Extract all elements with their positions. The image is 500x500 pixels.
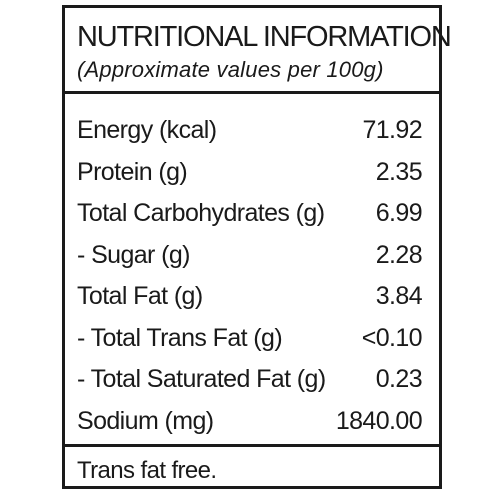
nutrient-value: 71.92 — [362, 116, 422, 144]
nutrient-value: 2.35 — [375, 157, 423, 186]
nutrient-label: Energy (kcal) — [77, 116, 217, 144]
nutrient-value: 2.28 — [375, 240, 423, 269]
nutrient-value: 1840.00 — [335, 406, 423, 435]
panel-footer-note: Trans fat free. — [77, 457, 217, 484]
nutrient-value: 6.99 — [375, 199, 423, 227]
nutrition-facts-panel: NUTRITIONAL INFORMATION (Approximate val… — [62, 5, 452, 489]
nutrient-list: Energy (kcal) 71.92 Protein (g) 2.35 Tot… — [65, 94, 439, 447]
nutrient-value: <0.10 — [361, 323, 423, 352]
panel-title: NUTRITIONAL INFORMATION — [77, 21, 452, 53]
nutrient-label: - Total Trans Fat (g) — [77, 323, 283, 352]
nutrient-row-carbohydrates: Total Carbohydrates (g) 6.99 — [65, 193, 439, 235]
nutrient-row-saturated-fat: - Total Saturated Fat (g) 0.23 — [65, 359, 439, 401]
nutrient-row-sodium: Sodium (mg) 1840.00 — [65, 401, 439, 443]
nutrient-label: Protein (g) — [77, 157, 188, 186]
nutrient-row-sugar: - Sugar (g) 2.28 — [65, 235, 439, 277]
nutrient-label: - Sugar (g) — [77, 240, 190, 269]
nutrient-label: Sodium (mg) — [77, 406, 214, 435]
nutrient-value: 0.23 — [375, 365, 423, 393]
nutrient-row-trans-fat: - Total Trans Fat (g) <0.10 — [65, 318, 439, 360]
nutrient-label: - Total Saturated Fat (g) — [77, 365, 326, 393]
panel-header: NUTRITIONAL INFORMATION (Approximate val… — [65, 8, 452, 94]
nutrient-value: 3.84 — [375, 282, 423, 310]
nutrient-label: Total Fat (g) — [77, 282, 203, 310]
nutrient-row-protein: Protein (g) 2.35 — [65, 152, 439, 194]
nutrient-label: Total Carbohydrates (g) — [77, 199, 325, 227]
nutrient-row-total-fat: Total Fat (g) 3.84 — [65, 276, 439, 318]
panel-subtitle: (Approximate values per 100g) — [77, 57, 384, 82]
nutrient-row-energy: Energy (kcal) 71.92 — [65, 110, 439, 152]
